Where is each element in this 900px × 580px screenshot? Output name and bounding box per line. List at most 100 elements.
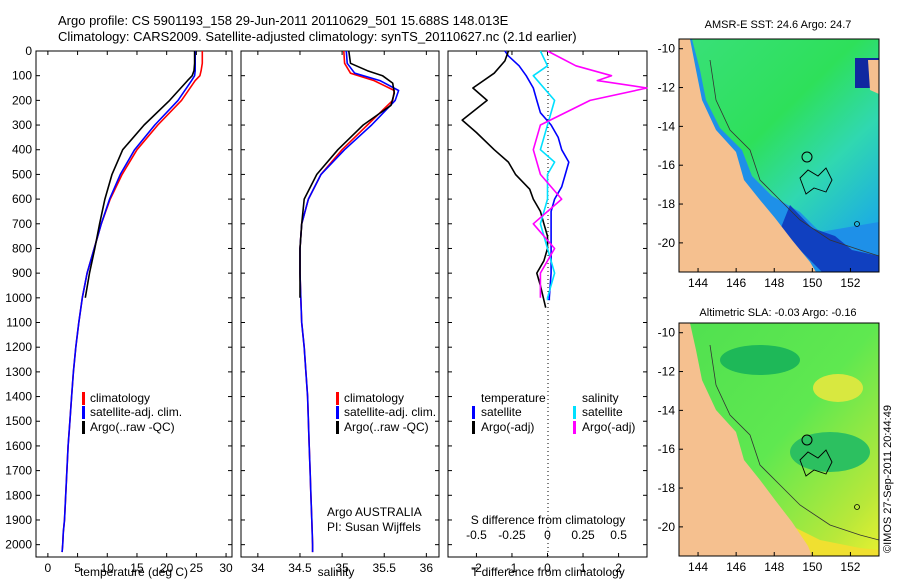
x-tick-label: 0 <box>45 561 52 575</box>
depth-tick-label: 300 <box>12 118 32 132</box>
depth-tick-label: 2000 <box>5 538 32 552</box>
legend-swatch-t-satellite <box>472 406 475 419</box>
series-t-satellite-line <box>504 50 570 301</box>
map-x-tick-label: 152 <box>840 560 860 574</box>
temperature-panel: 0100200300400500600700800900100011001200… <box>5 44 233 579</box>
series-argo-raw-qc-line <box>299 50 396 298</box>
temperature-axes-frame <box>35 50 233 558</box>
map-y-tick-label: -14 <box>658 119 676 133</box>
depth-tick-label: 500 <box>12 167 32 181</box>
map-x-tick-label: 148 <box>764 276 784 290</box>
series-argo-raw-qc-line <box>84 51 196 298</box>
salinity-legend: climatology satellite-adj. clim. Argo(..… <box>336 391 436 434</box>
salinity-x-ticks: 34 34.5 35 35.5 36 <box>251 51 433 575</box>
difference-legend: temperature satellite Argo(-adj) salinit… <box>472 391 635 434</box>
map-y-tick-label: -10 <box>658 42 676 56</box>
map-x-tick-label: 144 <box>688 276 708 290</box>
depth-tick-label: 1600 <box>5 439 32 453</box>
legend-label-argo: Argo(..raw -QC) <box>344 420 429 434</box>
sst-map: AMSR-E SST: 24.6 Argo: 24.7 144 146 148 150… <box>658 19 880 290</box>
depth-tick-label: 400 <box>12 143 32 157</box>
sla-map-frame <box>678 322 880 557</box>
sla-argo-position-marker <box>801 434 813 446</box>
difference-depth-ticks <box>448 50 647 546</box>
s-tick-label: -0.25 <box>498 528 526 542</box>
sla-contour <box>709 344 880 541</box>
depth-tick-label: 1400 <box>5 390 32 404</box>
legend-head-salinity: salinity <box>582 391 619 405</box>
t-tick-label: -2 <box>471 561 482 575</box>
legend-swatch-s-argo <box>573 421 576 434</box>
sst-argo-position-marker <box>801 151 813 163</box>
map-y-tick-label: -16 <box>658 158 676 172</box>
series-satellite-adj-clim-line <box>299 50 400 553</box>
sst-contour <box>709 59 880 257</box>
salinity-axes-frame <box>240 50 440 558</box>
legend-label-climatology: climatology <box>344 391 404 405</box>
x-tick-label: 10 <box>101 561 115 575</box>
sla-land <box>679 323 812 556</box>
depth-tick-label: 100 <box>12 69 32 83</box>
t-tick-label: 0 <box>544 561 551 575</box>
series-s-satellite-line <box>532 50 556 301</box>
s-tick-label: 0 <box>544 528 551 542</box>
depth-tick-label: 600 <box>12 192 32 206</box>
sla-high-anomaly <box>813 374 863 402</box>
depth-tick-label: 700 <box>12 217 32 231</box>
s-tick-label: 0.5 <box>610 528 627 542</box>
legend-label-t-satellite: satellite <box>481 405 522 419</box>
salinity-panel: 34 34.5 35 35.5 36 salinity climatology sate… <box>240 50 440 579</box>
legend-swatch-argo <box>336 421 339 434</box>
legend-label-climatology: climatology <box>90 391 150 405</box>
map-x-tick-label: 146 <box>726 560 746 574</box>
map-y-tick-label: -10 <box>658 326 676 340</box>
x-tick-label: 34 <box>251 561 265 575</box>
map-x-tick-label: 144 <box>688 560 708 574</box>
plot-title-line1: Argo profile: CS 5901193_158 29-Jun-2011… <box>58 13 509 28</box>
temperature-xlabel: temperature (deg C) <box>80 565 188 579</box>
sst-map-ticks: 144 146 148 150 152 -10 -12 -14 -16 -18 -20 <box>658 42 861 290</box>
depth-tick-label: 1500 <box>5 414 32 428</box>
depth-tick-label: 1800 <box>5 488 32 502</box>
map-x-tick-label: 150 <box>802 560 822 574</box>
x-tick-label: 34.5 <box>288 561 312 575</box>
series-climatology-line <box>61 51 204 553</box>
depth-axis-ticks: 0 100 200 300 400 500 600 700 800 900 1000 1100 1200… <box>5 44 232 552</box>
depth-tick-label: 1900 <box>5 513 32 527</box>
sst-land-islet <box>868 60 879 94</box>
map-x-tick-label: 152 <box>840 276 860 290</box>
t-tick-label: 1 <box>580 561 587 575</box>
credit-pi: PI: Susan Wijffels <box>327 520 421 534</box>
legend-swatch-s-satellite <box>573 406 576 419</box>
legend-swatch-argo <box>82 421 85 434</box>
map-y-tick-label: -20 <box>658 520 676 534</box>
legend-swatch-climatology <box>82 392 85 405</box>
map-y-tick-label: -20 <box>658 236 676 250</box>
legend-label-s-argo: Argo(-adj) <box>582 420 635 434</box>
depth-tick-label: 1100 <box>6 316 32 330</box>
x-tick-label: 20 <box>160 561 174 575</box>
t-tick-label: -1 <box>507 561 518 575</box>
salinity-lines <box>299 50 400 553</box>
difference-x-ticks: -2 -1 0 1 2 -0.5 -0.25 0 0.25 0.5 <box>466 51 627 575</box>
t-difference-label: T difference from climatology <box>471 565 625 579</box>
salinity-depth-ticks <box>241 50 439 546</box>
legend-head-temperature: temperature <box>481 391 546 405</box>
legend-label-s-satellite: satellite <box>582 405 623 419</box>
map-x-tick-label: 148 <box>764 560 784 574</box>
sst-warm-water <box>679 39 879 232</box>
sst-map-title: AMSR-E SST: 24.6 Argo: 24.7 <box>705 19 852 31</box>
salinity-xlabel: salinity <box>318 565 355 579</box>
x-tick-label: 36 <box>420 561 434 575</box>
x-tick-label: 25 <box>190 561 204 575</box>
sst-map-frame <box>678 38 880 273</box>
map-y-tick-label: -12 <box>658 365 676 379</box>
sla-map-ticks: 144 146 148 150 152 -10 -12 -14 -16 -18 -20 <box>658 326 861 574</box>
map-x-tick-label: 150 <box>802 276 822 290</box>
x-tick-label: 35 <box>335 561 349 575</box>
legend-label-t-argo: Argo(-adj) <box>481 420 534 434</box>
map-y-tick-label: -18 <box>658 197 676 211</box>
s-tick-label: -0.5 <box>466 528 487 542</box>
map-y-tick-label: -14 <box>658 403 676 417</box>
